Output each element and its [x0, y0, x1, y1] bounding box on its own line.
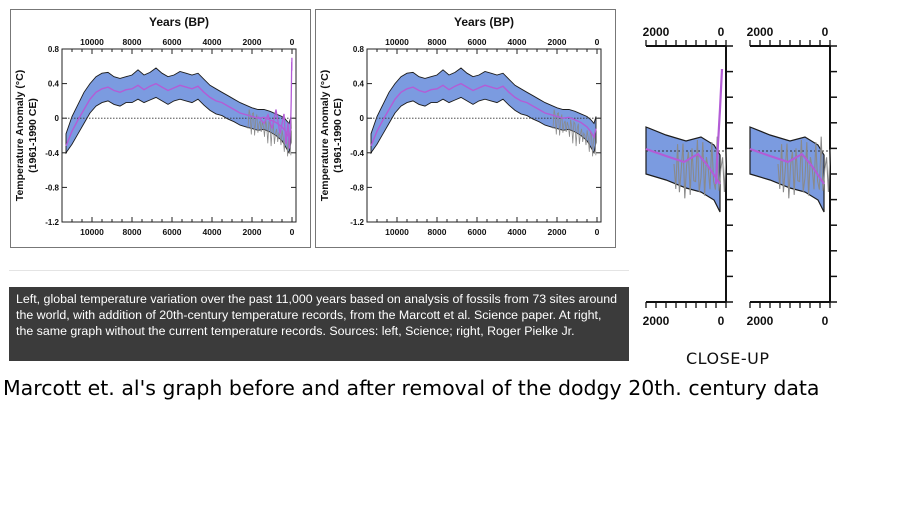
- y-tick-label: 0.4: [48, 80, 60, 89]
- plot-frame: [366, 48, 602, 223]
- headline: Marcott et. al's graph before and after …: [3, 376, 820, 400]
- y-tick-label: 0.8: [353, 45, 365, 54]
- x-tick-label-top: 10000: [385, 37, 409, 47]
- x-tick-label-bottom: 4000: [203, 227, 222, 237]
- closeup-svg: 2000 0 2000 0 2000 0 2000 0: [643, 25, 837, 328]
- closeup-tick-bottom: 0: [822, 314, 829, 328]
- x-tick-label-bottom: 4000: [508, 227, 527, 237]
- y-tick-label: -0.8: [350, 183, 364, 192]
- y-axis-label: Temperature Anomaly (°C): [319, 70, 331, 201]
- closeup-left: 2000 0 2000 0: [643, 25, 733, 328]
- closeup-tick-top: 2000: [747, 25, 774, 39]
- divider: [9, 270, 629, 271]
- uncertainty-band: [370, 67, 597, 155]
- x-tick-label-bottom: 6000: [468, 227, 487, 237]
- x-tick-label-bottom: 10000: [385, 227, 409, 237]
- y-tick-label: 0: [55, 114, 60, 123]
- x-tick-label-bottom: 6000: [163, 227, 182, 237]
- closeup-tick-bottom: 2000: [747, 314, 774, 328]
- closeup-tick-top: 0: [718, 25, 725, 39]
- closeup-mean-line: [749, 148, 825, 185]
- x-tick-label-bottom: 8000: [123, 227, 142, 237]
- y-tick-label: 0: [360, 114, 365, 123]
- instrumental-uptick-line: [257, 57, 293, 149]
- plot-frame: [61, 48, 297, 223]
- x-tick-label-top: 2000: [243, 37, 262, 47]
- y-tick-label: -0.4: [45, 149, 59, 158]
- x-tick-label-bottom: 2000: [548, 227, 567, 237]
- x-tick-label-top: 4000: [508, 37, 527, 47]
- closeup-uptick-line: [714, 68, 724, 185]
- closeup-proxy-variability: [777, 136, 831, 199]
- closeup-mean-line: [645, 148, 721, 185]
- uncertainty-band: [65, 67, 292, 155]
- y-tick-label: -1.2: [45, 218, 59, 227]
- x-tick-label-top: 8000: [428, 37, 447, 47]
- chart-right: Years (BP) 10000 10000 8000 8000 6000 6000 4000…: [315, 9, 616, 248]
- closeup-label: CLOSE-UP: [686, 349, 770, 368]
- x-tick-label-top: 0: [595, 37, 600, 47]
- x-tick-label-bottom: 0: [595, 227, 600, 237]
- x-tick-label-top: 6000: [163, 37, 182, 47]
- x-tick-label-bottom: 0: [290, 227, 295, 237]
- x-tick-label-bottom: 8000: [428, 227, 447, 237]
- x-tick-label-bottom: 10000: [80, 227, 104, 237]
- x-tick-label-top: 8000: [123, 37, 142, 47]
- x-tick-label-top: 4000: [203, 37, 222, 47]
- x-tick-label-top: 10000: [80, 37, 104, 47]
- closeup-band: [645, 126, 721, 213]
- x-tick-label-top: 6000: [468, 37, 487, 47]
- chart-panels: Years (BP) 10000 10000 8000 8000 6000 6000 4000…: [10, 9, 616, 249]
- y-tick-label: 0.4: [353, 80, 365, 89]
- proxy-variability: [552, 109, 597, 157]
- closeup-tick-bottom: 0: [718, 314, 725, 328]
- chart-left: Years (BP) 10000 10000 8000 8000 6000 6000 4000…: [10, 9, 311, 248]
- x-tick-label-top: 2000: [548, 37, 567, 47]
- chart-title: Years (BP): [454, 15, 514, 29]
- x-tick-label-top: 0: [290, 37, 295, 47]
- closeup-tick-top: 2000: [643, 25, 670, 39]
- charts-svg: Years (BP) 10000 10000 8000 8000 6000 6000 4000…: [10, 9, 616, 248]
- y-axis-label-2: (1961-1990 CE): [27, 98, 39, 173]
- figure-caption: Left, global temperature variation over …: [9, 287, 629, 361]
- y-tick-label: -1.2: [350, 218, 364, 227]
- y-tick-label: -0.4: [350, 149, 364, 158]
- closeup-right: 2000 0 2000 0: [747, 25, 837, 328]
- closeup-tick-bottom: 2000: [643, 314, 670, 328]
- closeup-tick-top: 0: [822, 25, 829, 39]
- chart-title: Years (BP): [149, 15, 209, 29]
- mean-series-line: [65, 82, 292, 147]
- y-tick-label: 0.8: [48, 45, 60, 54]
- x-tick-label-bottom: 2000: [243, 227, 262, 237]
- proxy-variability: [247, 109, 292, 157]
- closeup-band: [749, 126, 825, 213]
- y-tick-label: -0.8: [45, 183, 59, 192]
- y-axis-label-2: (1961-1990 CE): [332, 98, 344, 173]
- mean-series-line: [370, 82, 597, 147]
- y-axis-label: Temperature Anomaly (°C): [14, 70, 26, 201]
